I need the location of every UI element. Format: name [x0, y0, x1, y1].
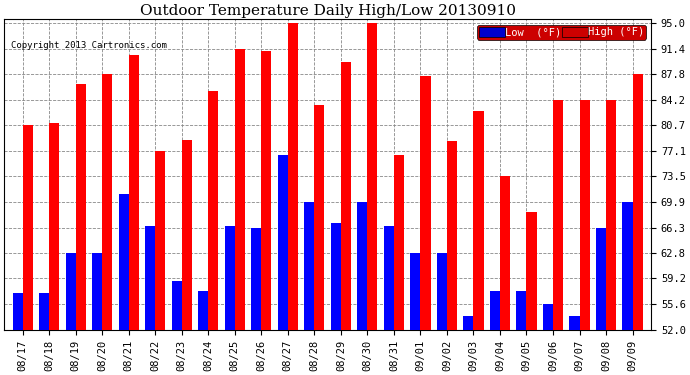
Bar	[394, 155, 404, 330]
Bar	[119, 194, 129, 330]
Bar	[39, 293, 49, 330]
Bar	[12, 293, 23, 330]
Bar	[208, 91, 219, 330]
Bar	[490, 291, 500, 330]
Bar	[580, 100, 589, 330]
Bar	[500, 176, 510, 330]
Bar	[464, 316, 473, 330]
Bar	[411, 253, 420, 330]
Bar	[92, 253, 102, 330]
Bar	[526, 212, 537, 330]
Bar	[23, 125, 33, 330]
Bar	[315, 105, 324, 330]
Bar	[606, 100, 616, 330]
Bar	[447, 141, 457, 330]
Bar	[622, 202, 633, 330]
Bar	[262, 51, 271, 330]
Bar	[251, 228, 262, 330]
Bar	[543, 304, 553, 330]
Bar	[129, 55, 139, 330]
Title: Outdoor Temperature Daily High/Low 20130910: Outdoor Temperature Daily High/Low 20130…	[139, 4, 515, 18]
Bar	[181, 140, 192, 330]
Bar	[516, 291, 526, 330]
Bar	[341, 62, 351, 330]
Text: Copyright 2013 Cartronics.com: Copyright 2013 Cartronics.com	[10, 41, 166, 50]
Bar	[172, 281, 181, 330]
Bar	[76, 84, 86, 330]
Bar	[367, 23, 377, 330]
Bar	[357, 202, 367, 330]
Bar	[553, 100, 563, 330]
Bar	[278, 155, 288, 330]
Bar	[145, 226, 155, 330]
Bar	[596, 228, 606, 330]
Bar	[288, 23, 298, 330]
Bar	[331, 223, 341, 330]
Bar	[569, 316, 580, 330]
Bar	[420, 76, 431, 330]
Legend: Low  (°F), High (°F): Low (°F), High (°F)	[477, 24, 646, 39]
Bar	[473, 111, 484, 330]
Bar	[225, 226, 235, 330]
Bar	[66, 253, 76, 330]
Bar	[235, 49, 245, 330]
Bar	[384, 226, 394, 330]
Bar	[155, 151, 166, 330]
Bar	[304, 202, 315, 330]
Bar	[437, 253, 447, 330]
Bar	[198, 291, 208, 330]
Bar	[49, 123, 59, 330]
Bar	[633, 74, 642, 330]
Bar	[102, 74, 112, 330]
